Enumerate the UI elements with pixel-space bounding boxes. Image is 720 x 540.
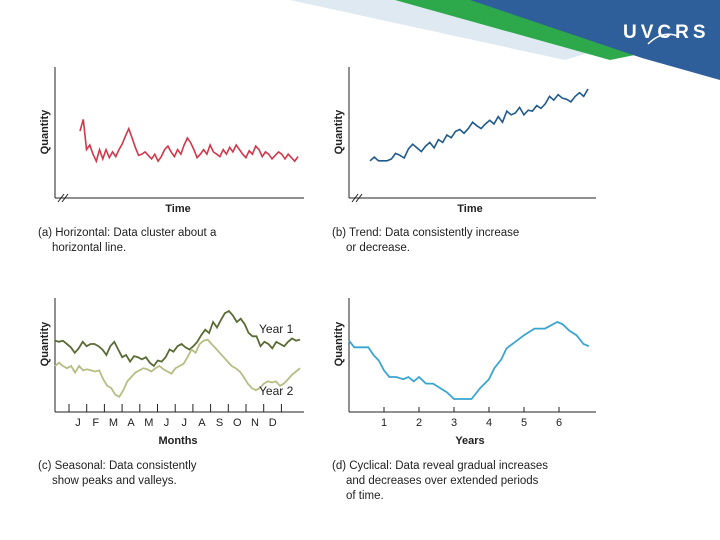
chart-c-legend-year1: Year 1 [259, 322, 294, 336]
header-blue-band [470, 0, 720, 80]
chart-a-axis-break-1 [57, 193, 65, 203]
chart-b-axis-break-2 [355, 193, 363, 203]
uvcrs-logo: UVCRS [623, 22, 710, 43]
chart-b-series-line [369, 88, 589, 162]
chart-d-caption-line2: and decreases over extended periods [346, 475, 539, 487]
chart-c-tick-label: F [92, 417, 99, 429]
chart-c-tick-label: S [216, 417, 223, 429]
chart-c-series-year1-line [54, 309, 301, 368]
chart-c-tick-label: M [109, 417, 118, 429]
chart-c-tick-label: M [144, 417, 153, 429]
chart-c-tick-label: A [198, 417, 206, 429]
chart-c-tick-label: A [127, 417, 135, 429]
chart-d-series-line [348, 321, 590, 400]
chart-c-tick-label: J [181, 417, 187, 429]
chart-trend: Quantity Time [333, 67, 596, 215]
chart-d-tick-label: 3 [451, 417, 457, 429]
chart-b-caption-line1: (b) Trend: Data consistently increase [332, 227, 520, 239]
chart-c-caption-line2: show peaks and valleys. [52, 475, 177, 487]
chart-a-y-label: Quantity [39, 109, 51, 154]
logo-swoosh [647, 33, 679, 45]
chart-d-y-label: Quantity [333, 321, 345, 366]
chart-d-x-label: Years [455, 435, 484, 447]
chart-b-caption: (b) Trend: Data consistently increase or… [332, 226, 519, 256]
chart-d-ticks: 1 2 3 4 5 6 [381, 407, 562, 429]
chart-a-x-label: Time [165, 203, 190, 215]
header-banner: UVCRS [290, 0, 720, 80]
chart-b-x-label: Time [457, 203, 482, 215]
chart-a-caption: (a) Horizontal: Data cluster about a hor… [38, 226, 216, 256]
chart-c-tick-label: O [233, 417, 242, 429]
chart-b-axis-break-1 [351, 193, 359, 203]
chart-horizontal: Quantity Time [39, 67, 304, 215]
chart-c-legend-year2: Year 2 [259, 384, 294, 398]
chart-cyclical: Quantity Years 1 2 3 4 5 6 [333, 298, 596, 447]
chart-c-x-label: Months [158, 435, 197, 447]
chart-b-caption-line2: or decrease. [346, 242, 410, 254]
chart-d-tick-label: 6 [556, 417, 562, 429]
chart-d-caption-line3: of time. [346, 490, 384, 502]
chart-c-caption-line1: (c) Seasonal: Data consistently [38, 460, 197, 472]
chart-a-series-line [79, 119, 299, 164]
chart-d-tick-label: 5 [521, 417, 527, 429]
chart-c-tick-label: J [75, 417, 81, 429]
chart-c-tick-label: D [269, 417, 277, 429]
chart-b-y-label: Quantity [333, 109, 345, 154]
chart-d-tick-label: 1 [381, 417, 387, 429]
chart-a-axis-break-2 [61, 193, 69, 203]
chart-a-caption-line2: horizontal line. [52, 242, 127, 254]
chart-d-tick-label: 2 [416, 417, 422, 429]
chart-c-tick-label: N [251, 417, 259, 429]
chart-d-tick-label: 4 [486, 417, 492, 429]
chart-a-caption-line1: (a) Horizontal: Data cluster about a [38, 227, 217, 239]
chart-c-caption: (c) Seasonal: Data consistently show pea… [38, 459, 197, 489]
chart-c-tick-label: J [164, 417, 170, 429]
chart-c-y-label: Quantity [39, 321, 51, 366]
chart-d-caption-line1: (d) Cyclical: Data reveal gradual increa… [332, 460, 549, 472]
chart-d-caption: (d) Cyclical: Data reveal gradual increa… [332, 459, 548, 504]
chart-c-series-year2-line [54, 338, 301, 398]
